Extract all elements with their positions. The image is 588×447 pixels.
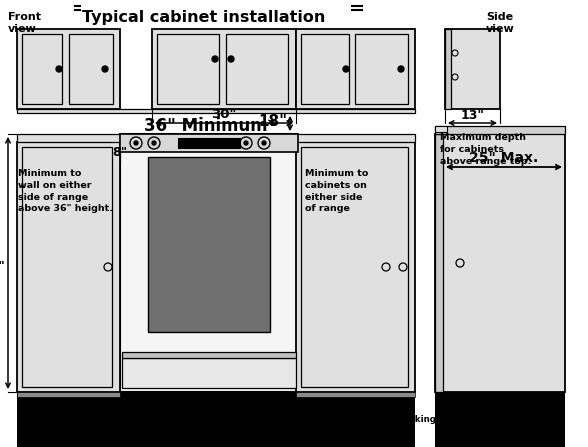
Bar bbox=[435, 392, 565, 447]
Bar bbox=[152, 29, 296, 109]
Bar bbox=[435, 126, 565, 134]
Bar bbox=[120, 134, 298, 392]
Bar bbox=[301, 147, 408, 387]
Text: Minimum to
wall on either
side of range
above 36" height.: Minimum to wall on either side of range … bbox=[18, 169, 113, 213]
Bar bbox=[445, 29, 451, 109]
Text: 36" Minimum*: 36" Minimum* bbox=[144, 117, 276, 135]
Text: Side
view: Side view bbox=[486, 12, 514, 34]
Circle shape bbox=[228, 56, 234, 62]
Bar bbox=[301, 34, 349, 104]
Bar bbox=[120, 134, 298, 152]
Bar bbox=[22, 34, 62, 104]
Text: Typical cabinet installation: Typical cabinet installation bbox=[82, 10, 325, 25]
Text: 0" clearance below cooking top and at rear of range: 0" clearance below cooking top and at re… bbox=[302, 414, 557, 423]
Text: 30": 30" bbox=[211, 108, 237, 121]
Bar bbox=[157, 34, 219, 104]
Bar bbox=[435, 134, 443, 392]
Bar bbox=[69, 34, 113, 104]
Text: 13": 13" bbox=[460, 109, 485, 122]
Bar bbox=[17, 29, 120, 109]
Bar bbox=[296, 142, 415, 392]
Circle shape bbox=[343, 66, 349, 72]
Bar bbox=[22, 147, 112, 387]
Bar bbox=[178, 138, 240, 148]
Bar bbox=[148, 157, 270, 332]
Text: 18": 18" bbox=[258, 114, 287, 130]
Bar bbox=[445, 29, 500, 109]
Text: Maximum depth
for cabinets
above range top.: Maximum depth for cabinets above range t… bbox=[440, 133, 532, 165]
Text: Front
view: Front view bbox=[8, 12, 41, 34]
Circle shape bbox=[262, 141, 266, 145]
Circle shape bbox=[244, 141, 248, 145]
Text: 8": 8" bbox=[112, 146, 128, 159]
Bar bbox=[296, 29, 415, 109]
Bar bbox=[296, 392, 415, 397]
Bar bbox=[355, 34, 408, 104]
Bar bbox=[17, 142, 120, 392]
Bar bbox=[435, 134, 565, 392]
Bar bbox=[17, 109, 415, 113]
Bar bbox=[435, 126, 447, 132]
Bar bbox=[226, 34, 288, 104]
Text: 36": 36" bbox=[0, 261, 5, 274]
Circle shape bbox=[152, 141, 156, 145]
Circle shape bbox=[212, 56, 218, 62]
Circle shape bbox=[398, 66, 404, 72]
Circle shape bbox=[56, 66, 62, 72]
Circle shape bbox=[134, 141, 138, 145]
Bar bbox=[17, 134, 120, 142]
Bar bbox=[122, 358, 296, 388]
Bar bbox=[17, 392, 415, 447]
Circle shape bbox=[102, 66, 108, 72]
Text: 25" Max.: 25" Max. bbox=[469, 151, 539, 165]
Text: 30 1/8": 30 1/8" bbox=[185, 405, 233, 418]
Bar bbox=[296, 134, 415, 142]
Bar bbox=[17, 392, 120, 397]
Text: Minimum to
cabinets on
either side
of range: Minimum to cabinets on either side of ra… bbox=[305, 169, 368, 213]
Bar bbox=[122, 352, 296, 358]
